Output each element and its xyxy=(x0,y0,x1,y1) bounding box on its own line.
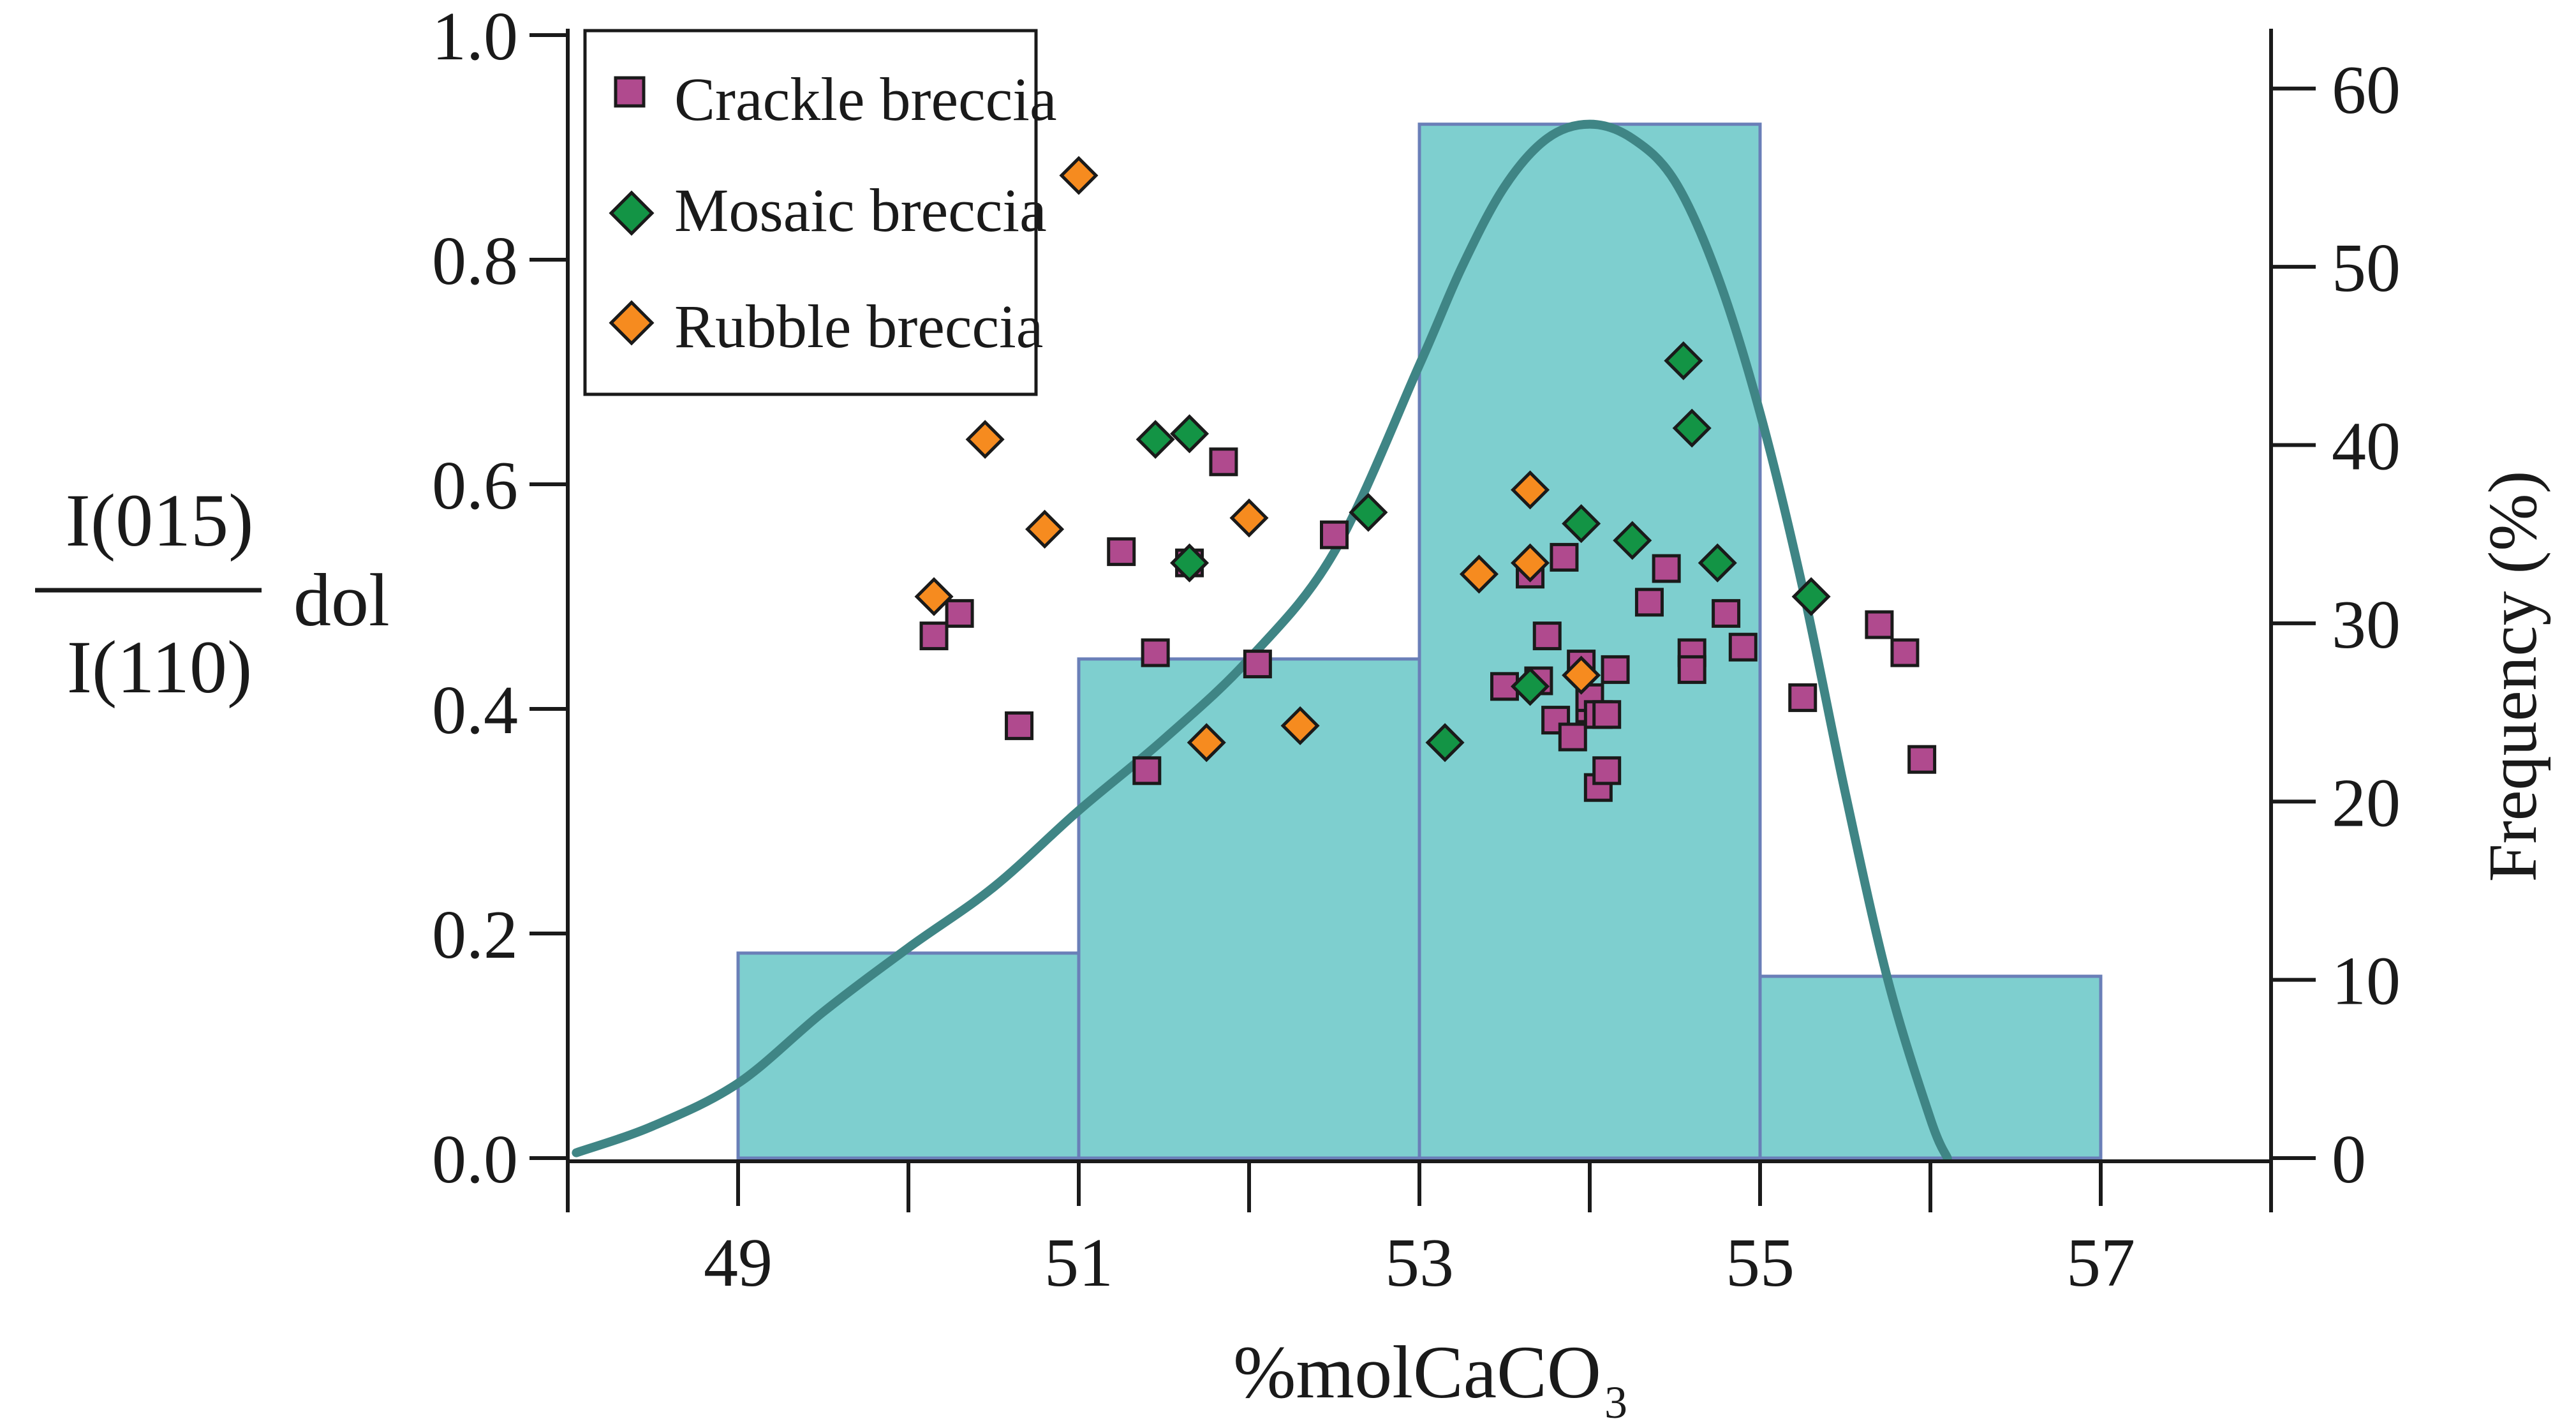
legend-item-rubble: Rubble breccia xyxy=(609,292,1043,361)
point-crackle xyxy=(1890,638,1920,667)
y-right-tick-label: 30 xyxy=(2332,587,2401,663)
point-crackle xyxy=(1541,706,1571,735)
y-left-tick-label: 0.4 xyxy=(432,673,518,748)
point-rubble xyxy=(1059,156,1099,195)
point-crackle xyxy=(1865,610,1894,639)
curve-line xyxy=(572,119,1952,1163)
point-crackle xyxy=(1141,638,1170,667)
distribution-curve xyxy=(572,119,1952,1163)
point-mosaic xyxy=(1791,577,1831,616)
point-crackle xyxy=(919,621,949,651)
y-right-tick-label: 10 xyxy=(2332,944,2401,1020)
y-left-tick-label: 1.0 xyxy=(432,0,518,75)
point-rubble xyxy=(965,420,1005,459)
y-right-tick-label: 20 xyxy=(2332,765,2401,841)
point-crackle xyxy=(1677,655,1706,684)
point-crackle xyxy=(1320,520,1349,549)
y-right-tick-label: 40 xyxy=(2332,409,2401,485)
x-tick-label: 49 xyxy=(704,1225,773,1301)
y-label-denominator: I(110) xyxy=(67,625,253,709)
point-crackle xyxy=(1634,588,1664,617)
point-rubble xyxy=(1187,723,1226,762)
point-crackle xyxy=(1243,650,1272,679)
axes: 0.0 0.2 0.4 0.6 0.8 1.0 0 10 20 30 40 50 60 49 51 53 55 5… xyxy=(432,0,2401,1301)
point-mosaic xyxy=(1511,667,1550,706)
point-crackle xyxy=(1601,655,1630,684)
point-mosaic xyxy=(1349,493,1388,532)
legend-item-mosaic: Mosaic breccia xyxy=(609,176,1047,244)
point-crackle xyxy=(1652,554,1681,583)
point-rubble xyxy=(1511,470,1550,510)
legend-marker-mosaic xyxy=(609,190,655,236)
point-mosaic xyxy=(1170,543,1210,583)
point-rubble xyxy=(914,577,954,616)
point-mosaic xyxy=(1672,408,1712,448)
point-mosaic xyxy=(1698,543,1737,583)
scatter-points xyxy=(914,156,1937,802)
point-rubble xyxy=(1229,498,1269,538)
point-rubble xyxy=(1459,554,1499,594)
y-left-tick-label: 0.2 xyxy=(432,897,518,973)
point-crackle xyxy=(1712,599,1741,628)
y-axis-label-right: Frequency (%) xyxy=(2475,471,2551,882)
histogram-bar xyxy=(1418,123,1762,1160)
y-label-numerator: I(015) xyxy=(66,479,254,562)
x-tick-label: 51 xyxy=(1044,1225,1113,1301)
y-label-suffix: dol xyxy=(293,558,390,642)
point-mosaic xyxy=(1425,723,1465,762)
point-mosaic xyxy=(1170,414,1210,454)
histogram-bar xyxy=(1077,657,1421,1160)
x-label-subscript: 3 xyxy=(1604,1377,1627,1428)
y-left-tick-label: 0.8 xyxy=(432,223,518,299)
point-crackle xyxy=(1005,711,1034,740)
point-mosaic xyxy=(1613,521,1652,560)
point-crackle xyxy=(945,599,974,628)
point-mosaic xyxy=(1136,420,1175,459)
point-crackle xyxy=(1532,621,1562,651)
point-crackle xyxy=(1788,683,1817,712)
y-axis-label-left: I(015) I(110) dol xyxy=(35,479,390,709)
x-tick-label: 55 xyxy=(1726,1225,1795,1301)
point-crackle xyxy=(1132,756,1162,785)
legend-marker-crackle xyxy=(614,76,646,108)
point-rubble xyxy=(1562,655,1601,695)
point-rubble xyxy=(1511,543,1550,583)
legend-marker-rubble xyxy=(609,300,655,346)
point-mosaic xyxy=(1664,341,1703,380)
legend-box xyxy=(583,29,1038,396)
histogram-bar xyxy=(736,951,1081,1160)
legend-label-crackle: Crackle breccia xyxy=(674,65,1057,133)
legend-label-rubble: Rubble breccia xyxy=(674,292,1043,361)
point-crackle xyxy=(1907,745,1937,774)
y-left-tick-label: 0.0 xyxy=(432,1122,518,1198)
y-right-tick-label: 60 xyxy=(2332,52,2401,128)
point-crackle xyxy=(1558,722,1587,752)
point-rubble xyxy=(1025,509,1065,549)
legend: Crackle breccia Mosaic breccia Rubble br… xyxy=(583,29,1057,396)
point-crackle xyxy=(1592,756,1622,785)
legend-label-mosaic: Mosaic breccia xyxy=(674,176,1047,244)
point-rubble xyxy=(1280,706,1320,745)
y-right-tick-label: 50 xyxy=(2332,230,2401,306)
y-left-tick-label: 0.6 xyxy=(432,448,518,524)
x-axis-label: %molCaCO 3 xyxy=(1233,1330,1627,1428)
point-crackle xyxy=(1550,542,1579,572)
point-crackle xyxy=(1728,632,1758,662)
point-crackle xyxy=(1107,537,1136,567)
x-tick-label: 53 xyxy=(1385,1225,1454,1301)
point-mosaic xyxy=(1562,504,1601,544)
point-crackle xyxy=(1209,447,1238,477)
x-tick-label: 57 xyxy=(2066,1225,2135,1301)
x-label-main: %molCaCO xyxy=(1233,1330,1601,1414)
point-crackle xyxy=(1592,700,1622,729)
y-right-tick-label: 0 xyxy=(2332,1122,2366,1198)
legend-item-crackle: Crackle breccia xyxy=(614,65,1057,133)
